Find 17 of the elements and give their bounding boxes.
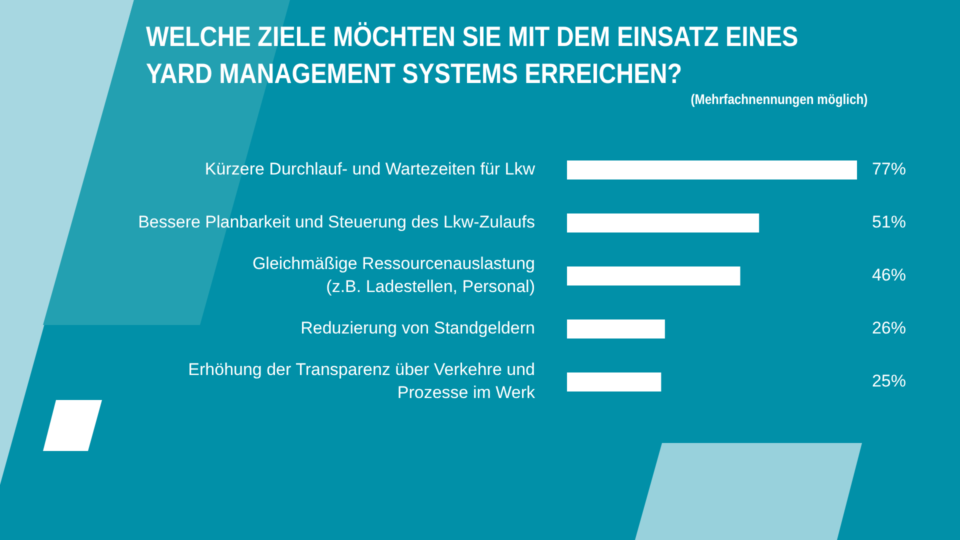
bar [567,266,740,286]
chart-title: WELCHE ZIELE MÖCHTEN SIE MIT DEM EINSATZ EINES YARD MANAGEMENT SYSTEMS ERREICHEN? [146,20,798,91]
data-label: 26% [872,318,906,338]
y-tick-label: Bessere Planbarkeit und Steuerung des Lkw-Zulaufs [138,212,535,232]
y-tick-label: Gleichmäßige Ressourcenauslastung (z.B. Ladestellen, Personal) [252,254,535,296]
bar [567,372,662,392]
bar [567,213,760,233]
data-label: 46% [872,266,906,285]
data-label: 51% [872,212,906,232]
chart-subtitle: (Mehrfachnennungen möglich) [690,91,868,107]
y-tick-label: Reduzierung von Standgeldern [300,318,535,338]
y-tick-label: Kürzere Durchlauf- und Wartezeiten für Lkw [204,160,536,179]
bar [567,319,665,339]
y-tick-label: Erhöhung der Transparenz über Verkehre und Prozesse im Werk [188,360,536,402]
data-label: 25% [872,372,906,391]
data-label: 77% [872,160,906,179]
bar [567,160,857,180]
